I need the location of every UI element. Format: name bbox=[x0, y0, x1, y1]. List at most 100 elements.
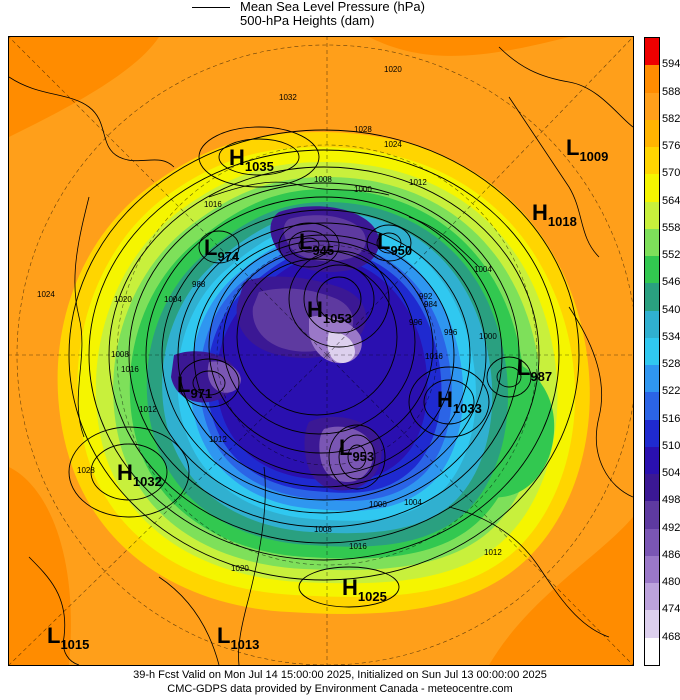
height-colorbar bbox=[644, 37, 660, 666]
legend-mslp-label: Mean Sea Level Pressure (hPa) bbox=[240, 0, 425, 14]
isobar-label: 1012 bbox=[409, 178, 427, 187]
colorbar-label: 534 bbox=[662, 330, 680, 343]
pressure-system-h-1033: H1033 bbox=[437, 387, 482, 416]
colorbar-label: 540 bbox=[662, 303, 680, 316]
pressure-system-l-974: L974 bbox=[204, 235, 240, 264]
isobar-label: 1024 bbox=[37, 290, 55, 299]
colorbar-label: 582 bbox=[662, 112, 680, 125]
colorbar-cell bbox=[645, 637, 659, 666]
isobar-labels: 1032 1028 1024 1020 1016 1012 1008 1004 … bbox=[37, 65, 502, 573]
isobar-label: 1008 bbox=[314, 175, 332, 184]
colorbar-cell bbox=[645, 256, 659, 284]
pressure-systems: H1035 L1009 H1018 L974 L945 L950 H1053 L… bbox=[47, 135, 608, 652]
colorbar-label: 588 bbox=[662, 85, 680, 98]
isobar-label: 1008 bbox=[111, 350, 129, 359]
legend-line-sample bbox=[192, 7, 230, 8]
data-credit-text: CMC-GDPS data provided by Environment Ca… bbox=[167, 683, 513, 695]
isobar-label: 1016 bbox=[349, 542, 367, 551]
colorbar-label: 528 bbox=[662, 358, 680, 371]
map-legend: Mean Sea Level Pressure (hPa) 500-hPa He… bbox=[0, 0, 680, 34]
pressure-system-l-1009: L1009 bbox=[566, 135, 608, 164]
height-core-492-north bbox=[283, 215, 366, 262]
weather-map: 1032 1028 1024 1020 1016 1012 1008 1004 … bbox=[8, 36, 634, 666]
colorbar-cell bbox=[645, 174, 659, 203]
isobar-label: 1012 bbox=[209, 435, 227, 444]
isobar-label: 1008 bbox=[314, 525, 332, 534]
isobar-label: 1032 bbox=[279, 93, 297, 102]
isobar-label: 1016 bbox=[425, 352, 443, 361]
height-field-590-sw bbox=[9, 467, 71, 665]
height-field-590-se bbox=[489, 517, 633, 665]
isobar-label: 1000 bbox=[369, 500, 387, 509]
colorbar-cell bbox=[645, 610, 659, 639]
isobar-label: 1028 bbox=[77, 466, 95, 475]
pressure-system-l-1013: L1013 bbox=[217, 623, 259, 652]
weather-map-svg: 1032 1028 1024 1020 1016 1012 1008 1004 … bbox=[9, 37, 633, 665]
colorbar-label: 468 bbox=[662, 630, 680, 643]
colorbar-label: 546 bbox=[662, 276, 680, 289]
colorbar-cell bbox=[645, 419, 659, 448]
pressure-system-h-1032: H1032 bbox=[117, 460, 162, 489]
isobar-label: 1020 bbox=[114, 295, 132, 304]
isobar-label: 1016 bbox=[121, 365, 139, 374]
colorbar-cell bbox=[645, 92, 659, 121]
colorbar-label: 510 bbox=[662, 439, 680, 452]
pressure-system-l-971: L971 bbox=[177, 372, 212, 401]
colorbar-cell bbox=[645, 555, 659, 584]
height-field-590-n bbox=[369, 37, 569, 56]
pressure-system-l-987: L987 bbox=[517, 355, 552, 384]
colorbar-label: 480 bbox=[662, 576, 680, 589]
colorbar-label: 552 bbox=[662, 249, 680, 262]
pressure-system-l-1015: L1015 bbox=[47, 623, 89, 652]
colorbar-label: 564 bbox=[662, 194, 680, 207]
isobar-label: 1012 bbox=[484, 548, 502, 557]
isobar-label: 992 bbox=[419, 292, 433, 301]
colorbar-label: 516 bbox=[662, 412, 680, 425]
map-footer: 39-h Fcst Valid on Mon Jul 14 15:00:00 2… bbox=[0, 668, 680, 696]
colorbar-label: 498 bbox=[662, 494, 680, 507]
isobar-label: 1020 bbox=[384, 65, 402, 74]
colorbar-label: 576 bbox=[662, 140, 680, 153]
height-field-590-nw bbox=[9, 37, 159, 137]
isobar-label: 984 bbox=[424, 300, 438, 309]
pressure-system-l-950: L950 bbox=[377, 229, 412, 258]
colorbar-label: 474 bbox=[662, 603, 680, 616]
colorbar-cell bbox=[645, 38, 659, 66]
legend-heights-label: 500-hPa Heights (dam) bbox=[240, 13, 375, 28]
colorbar-cell bbox=[645, 474, 659, 502]
colorbar-cell bbox=[645, 283, 659, 312]
colorbar-label: 504 bbox=[662, 467, 680, 480]
isobar-label: 1004 bbox=[164, 295, 182, 304]
pressure-system-h-1018: H1018 bbox=[532, 200, 577, 229]
colorbar-cell bbox=[645, 201, 659, 230]
isobar-label: 1000 bbox=[354, 185, 372, 194]
isobar-label: 1016 bbox=[204, 200, 222, 209]
colorbar-label: 594 bbox=[662, 58, 680, 71]
colorbar-cell bbox=[645, 228, 659, 257]
colorbar-cell bbox=[645, 337, 659, 366]
isobar-label: 1000 bbox=[479, 332, 497, 341]
pressure-system-l-953: L953 bbox=[339, 435, 374, 464]
isobar-label: 996 bbox=[409, 318, 423, 327]
colorbar-cell bbox=[645, 119, 659, 148]
graticule bbox=[9, 37, 633, 665]
isobar-label: 996 bbox=[444, 328, 458, 337]
colorbar-cell bbox=[645, 528, 659, 557]
isobar-label: 1024 bbox=[384, 140, 402, 149]
pressure-system-h-1053: H1053 bbox=[307, 297, 352, 326]
pressure-system-l-945: L945 bbox=[299, 229, 334, 258]
colorbar-label: 558 bbox=[662, 221, 680, 234]
isobar-label: 988 bbox=[192, 280, 206, 289]
isobar-label: 1020 bbox=[231, 564, 249, 573]
colorbar-label: 492 bbox=[662, 521, 680, 534]
coastlines bbox=[9, 46, 633, 665]
colorbar-cell bbox=[645, 147, 659, 175]
pressure-system-h-1035: H1035 bbox=[229, 145, 274, 174]
colorbar-cell bbox=[645, 310, 659, 339]
colorbar-label: 486 bbox=[662, 548, 680, 561]
forecast-valid-text: 39-h Fcst Valid on Mon Jul 14 15:00:00 2… bbox=[133, 669, 547, 681]
colorbar-cell bbox=[645, 501, 659, 530]
colorbar-label: 522 bbox=[662, 385, 680, 398]
colorbar-cell bbox=[645, 446, 659, 475]
isobars bbox=[68, 126, 580, 608]
